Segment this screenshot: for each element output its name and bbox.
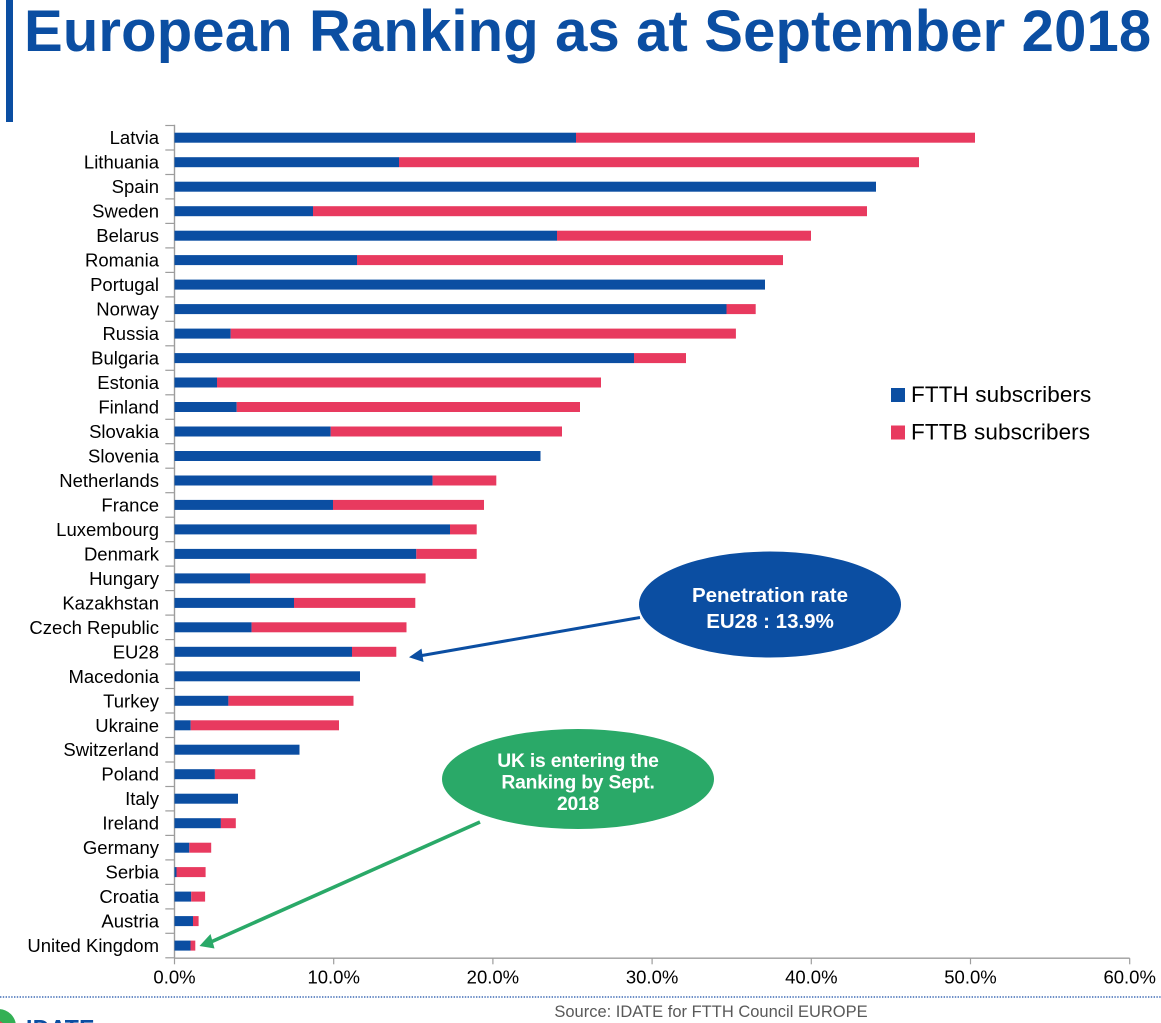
svg-text:Switzerland: Switzerland [63, 739, 159, 760]
svg-text:Estonia: Estonia [97, 372, 159, 393]
svg-text:Penetration rate: Penetration rate [692, 584, 848, 607]
svg-text:France: France [101, 494, 159, 515]
svg-text:Romania: Romania [85, 250, 160, 271]
svg-text:Sweden: Sweden [92, 201, 159, 222]
svg-text:Lithuania: Lithuania [84, 152, 160, 173]
svg-text:FTTB subscribers: FTTB subscribers [911, 420, 1090, 445]
svg-text:Russia: Russia [102, 323, 159, 344]
svg-text:Croatia: Croatia [99, 886, 159, 907]
svg-text:Austria: Austria [101, 911, 159, 932]
svg-text:Turkey: Turkey [103, 690, 160, 711]
svg-text:Germany: Germany [83, 837, 160, 858]
svg-text:Serbia: Serbia [106, 862, 160, 883]
svg-text:Belarus: Belarus [96, 225, 159, 246]
svg-text:Hungary: Hungary [89, 568, 160, 589]
svg-text:United Kingdom: United Kingdom [27, 935, 159, 956]
svg-text:Kazakhstan: Kazakhstan [62, 592, 159, 613]
svg-text:EU28: EU28 [113, 641, 159, 662]
svg-text:40.0%: 40.0% [785, 967, 837, 988]
svg-text:Norway: Norway [96, 299, 159, 320]
svg-text:Latvia: Latvia [110, 127, 160, 148]
svg-text:50.0%: 50.0% [944, 967, 996, 988]
svg-text:Slovakia: Slovakia [89, 421, 160, 442]
svg-text:0.0%: 0.0% [153, 967, 195, 988]
svg-text:10.0%: 10.0% [307, 967, 359, 988]
svg-text:Source: IDATE for FTTH Council: Source: IDATE for FTTH Council EUROPE [554, 1003, 867, 1021]
svg-text:Slovenia: Slovenia [88, 446, 160, 467]
svg-text:Bulgaria: Bulgaria [91, 348, 160, 369]
svg-text:Poland: Poland [101, 764, 159, 785]
svg-text:FTTH subscribers: FTTH subscribers [911, 382, 1091, 407]
svg-text:20.0%: 20.0% [467, 967, 519, 988]
svg-text:Netherlands: Netherlands [59, 470, 159, 491]
svg-text:Czech Republic: Czech Republic [29, 617, 159, 638]
svg-text:EU28 : 13.9%: EU28 : 13.9% [706, 610, 834, 633]
svg-text:Ukraine: Ukraine [95, 715, 159, 736]
svg-text:Ranking by Sept.: Ranking by Sept. [501, 773, 654, 794]
svg-text:IDATE: IDATE [26, 1015, 95, 1023]
svg-text:Finland: Finland [98, 397, 159, 418]
svg-text:60.0%: 60.0% [1103, 967, 1155, 988]
svg-text:2018: 2018 [557, 794, 600, 815]
svg-text:Luxembourg: Luxembourg [56, 519, 159, 540]
svg-text:30.0%: 30.0% [626, 967, 678, 988]
svg-text:Italy: Italy [125, 788, 160, 809]
svg-text:Macedonia: Macedonia [68, 666, 159, 687]
svg-text:Spain: Spain [112, 176, 159, 197]
svg-text:Portugal: Portugal [90, 274, 159, 295]
svg-text:UK is entering the: UK is entering the [497, 751, 659, 772]
svg-text:Ireland: Ireland [102, 813, 159, 834]
svg-text:Denmark: Denmark [84, 543, 160, 564]
